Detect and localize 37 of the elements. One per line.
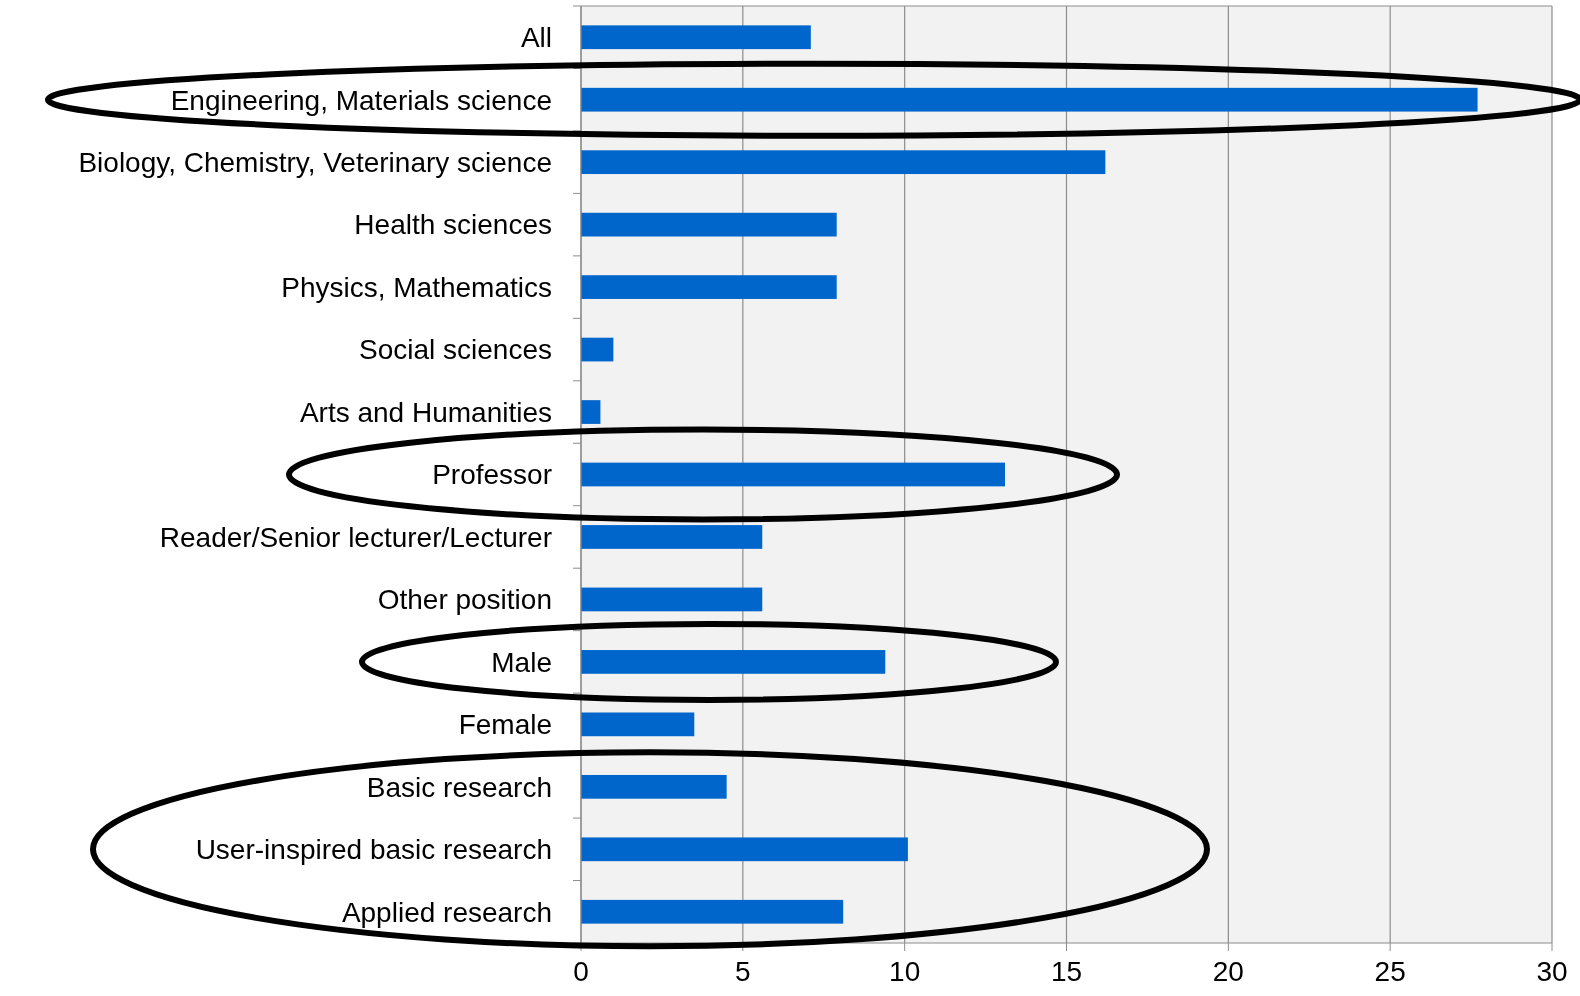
y-tick-label: Basic research <box>366 771 552 803</box>
y-tick-label: Applied research <box>341 896 552 928</box>
x-tick-label: 25 <box>1374 956 1406 987</box>
bar <box>581 25 811 50</box>
y-tick-label: User-inspired basic research <box>195 834 552 866</box>
y-tick-label: Biology, Chemistry, Veterinary science <box>78 146 552 178</box>
x-tick-label: 10 <box>889 956 921 987</box>
x-tick-label: 0 <box>573 956 589 987</box>
y-tick-label: Reader/Senior lecturer/Lecturer <box>159 521 552 553</box>
bar <box>581 774 727 799</box>
y-tick-label: All <box>520 22 552 54</box>
y-tick-label: Arts and Humanities <box>299 396 552 428</box>
bar <box>581 462 1005 487</box>
y-tick-label: Male <box>491 646 552 678</box>
bar <box>581 587 763 612</box>
bar <box>581 400 601 424</box>
bar <box>581 525 763 549</box>
bar <box>581 837 908 862</box>
bar <box>581 712 695 737</box>
y-tick-label: Physics, Mathematics <box>281 271 552 303</box>
y-tick-label: Female <box>458 709 552 741</box>
x-tick-label: 30 <box>1536 956 1568 987</box>
x-tick-label: 20 <box>1212 956 1244 987</box>
bar <box>581 150 1106 175</box>
y-tick-label: Health sciences <box>354 209 552 241</box>
y-tick-label: Engineering, Materials science <box>170 84 552 116</box>
bar <box>581 212 837 237</box>
bar <box>581 899 844 924</box>
y-tick-label: Other position <box>377 584 552 616</box>
x-tick-label: 5 <box>735 956 751 987</box>
x-tick-label: 15 <box>1050 956 1083 987</box>
bar <box>581 87 1478 112</box>
y-tick-label: Professor <box>432 459 552 491</box>
bar <box>581 337 614 362</box>
y-tick-label: Social sciences <box>359 334 552 366</box>
bar <box>581 650 886 674</box>
bar <box>581 275 837 299</box>
